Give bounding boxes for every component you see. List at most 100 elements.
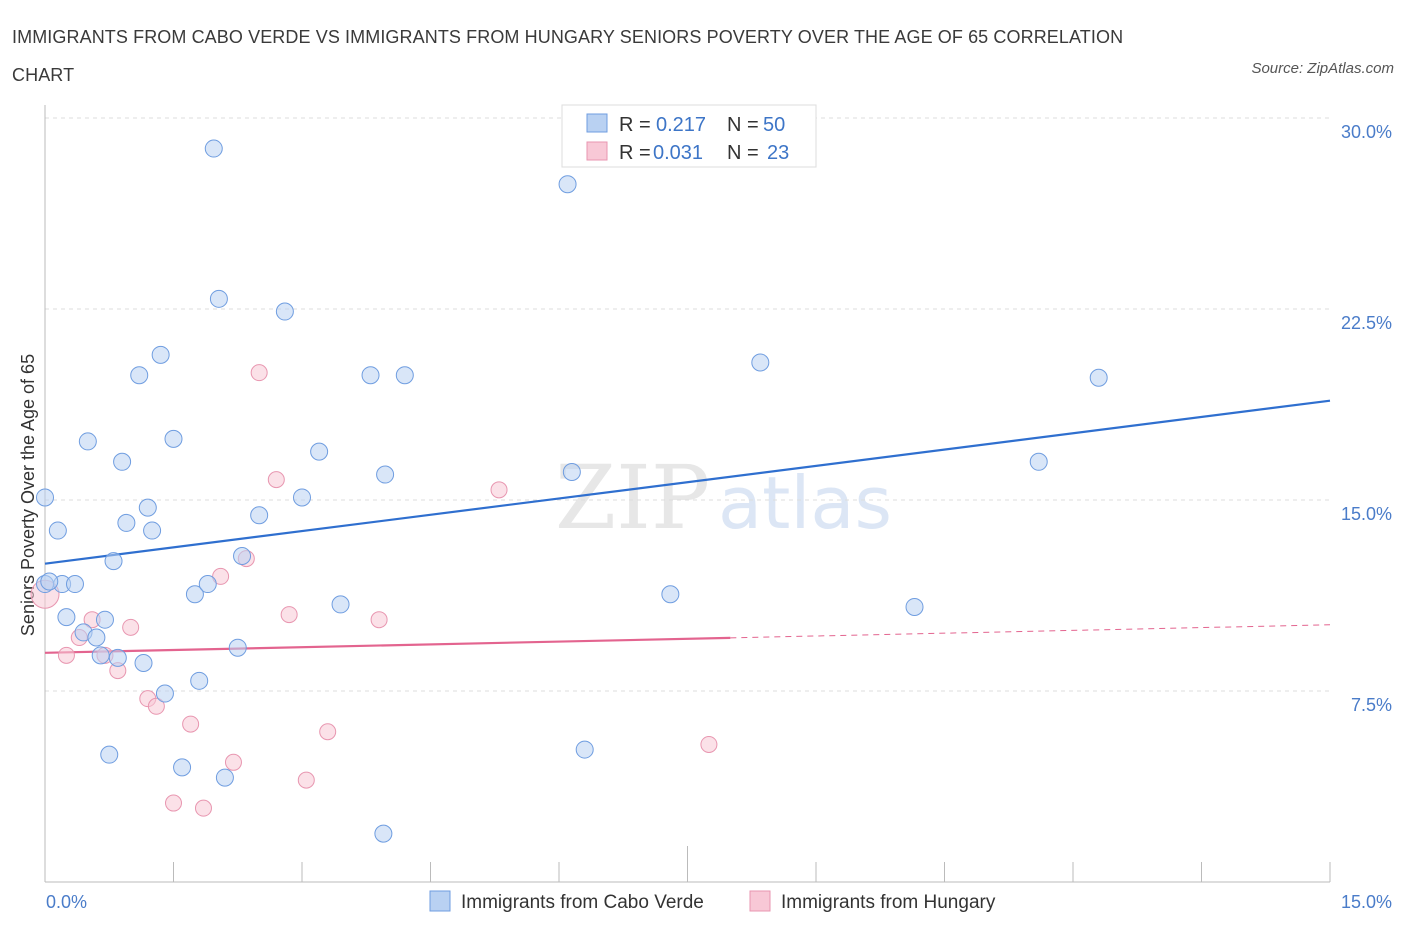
legend-swatch-cabo-verde [429,890,451,912]
cabo-verde-point [113,452,132,471]
hungary-point [224,753,242,771]
legend-label-cabo-verde: Immigrants from Cabo Verde [461,892,704,913]
hungary-point [147,697,165,715]
cabo-verde-point [151,345,170,364]
y-tick-label-2: 22.5% [1341,313,1392,333]
cabo-verde-point [233,547,252,566]
cabo-verde-point [40,572,59,591]
hungary-point [490,481,508,499]
cabo-verde-point [228,638,247,657]
cabo-verde-point [331,595,350,614]
hungary-point [182,715,200,733]
cabo-verde-point [65,575,84,594]
hungary-point [165,794,182,812]
stats-n-value-blue: 50 [763,114,785,136]
legend-swatch-hungary [749,890,771,912]
hungary-point [280,606,298,624]
cabo-verde-point [293,488,311,507]
cabo-verde-point [173,758,192,777]
axes [44,105,1331,883]
cabo-verde-point [310,442,329,461]
source-label: Source: ZipAtlas.com [1251,60,1394,77]
cabo-verde-point [190,671,209,690]
cabo-verde-point [108,648,127,667]
cabo-verde-point [204,139,223,158]
cabo-verde-point [48,521,67,540]
stats-legend: R = 0.217 N = 50 R = 0.031 N = 23 [561,104,817,168]
legend-label-hungary: Immigrants from Hungary [781,892,996,913]
y-tick-label-3: 30.0% [1341,122,1392,142]
cabo-verde-point [215,768,234,787]
stats-n-label-blue: N = [727,114,759,136]
cabo-verde-point [198,575,217,594]
stats-legend-pink-swatch [586,141,608,161]
stats-r-label-blue: R = [619,114,651,136]
x-tick-labels: 0.0% 15.0% [46,892,1392,912]
hungary-point [122,618,140,636]
y-tick-label-0: 7.5% [1351,695,1392,715]
cabo-verde-point [905,597,924,616]
stats-n-label-pink: N = [727,142,759,164]
x-tick-label-0: 0.0% [46,892,87,912]
watermark-zip: ZIP [555,446,710,549]
y-tick-labels: 7.5% 15.0% 22.5% 30.0% [1341,122,1392,715]
y-axis-title: Seniors Poverty Over the Age of 65 [18,354,38,636]
cabo-verde-point [558,175,577,194]
hungary-points [30,364,718,817]
stats-r-value-pink: 0.031 [653,142,703,164]
chart-title: IMMIGRANTS FROM CABO VERDE VS IMMIGRANTS… [12,27,1124,85]
cabo-verde-point [1029,452,1048,471]
stats-n-value-pink: 23 [767,142,789,164]
cabo-verde-point [78,432,97,451]
cabo-verde-point [36,488,54,507]
trend-lines [44,399,1331,654]
cabo-verde-points [36,139,1108,843]
hungary-point [319,723,337,741]
series-legend: Immigrants from Cabo Verde Immigrants fr… [429,890,996,913]
cabo-verde-point [104,552,123,571]
cabo-verde-point [143,521,162,540]
hungary-point [297,771,315,789]
cabo-verde-point [91,646,110,665]
hungary-point [370,611,388,629]
x-tick-label-1: 15.0% [1341,892,1392,912]
hungary-point [700,735,718,753]
cabo-verde-point [100,745,119,764]
cabo-verde-point [95,610,114,629]
cabo-verde-point [87,628,106,647]
stats-legend-blue-swatch [586,113,608,133]
cabo-verde-point [395,366,414,385]
cabo-verde-point [361,366,380,385]
cabo-verde-point [661,585,680,604]
hungary-point [250,364,268,382]
cabo-verde-point [562,462,581,481]
gridlines [45,117,1330,692]
cabo-verde-point [130,366,149,385]
cabo-verde-point [185,585,204,604]
watermark: ZIP atlas [555,446,892,549]
cabo-verde-point [164,429,183,448]
cabo-verde-point [209,289,228,308]
cabo-verde-point [374,824,393,843]
cabo-verde-point [117,513,136,532]
cabo-verde-point [1089,368,1108,387]
watermark-atlas: atlas [718,461,892,545]
cabo-verde-point [57,608,76,627]
hungary-point [267,471,285,489]
cabo-verde-point [250,506,269,525]
cabo-verde-point [275,302,294,321]
cabo-verde-point [138,498,157,517]
hungary-point [194,799,212,817]
hungary-point [212,567,230,585]
trend-line-hungary [44,636,731,654]
hungary-point [57,646,75,664]
stats-r-label-pink: R = [619,142,651,164]
cabo-verde-point [155,684,174,703]
cabo-verde-point [751,353,770,372]
y-tick-label-1: 15.0% [1341,504,1392,524]
cabo-verde-point [575,740,594,759]
cabo-verde-point [376,465,395,484]
trend-line-cabo-verde [44,399,1331,565]
cabo-verde-point [134,653,153,672]
